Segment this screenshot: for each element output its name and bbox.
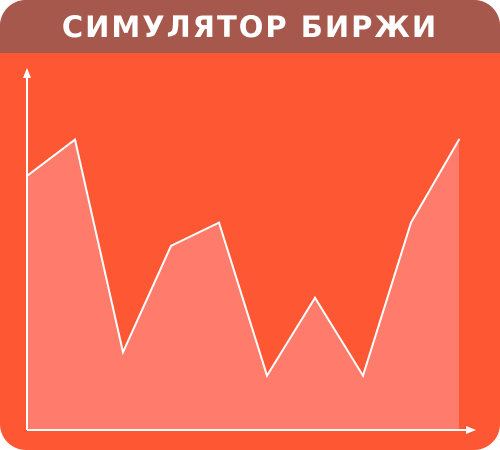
price-line bbox=[26, 137, 460, 378]
price-point-2 bbox=[122, 351, 124, 354]
price-point-3 bbox=[170, 244, 172, 247]
price-points bbox=[26, 138, 460, 377]
price-point-6 bbox=[314, 296, 316, 299]
price-point-1 bbox=[74, 138, 76, 141]
price-point-4 bbox=[218, 221, 220, 224]
price-point-9 bbox=[458, 138, 460, 141]
title-bar: СИМУЛЯТОР БИРЖИ bbox=[0, 0, 500, 53]
price-point-5 bbox=[266, 374, 268, 377]
y-axis-arrow-icon bbox=[23, 68, 31, 78]
price-area bbox=[27, 139, 459, 430]
price-point-8 bbox=[410, 221, 412, 224]
x-axis-arrow-icon bbox=[466, 426, 476, 434]
app-title: СИМУЛЯТОР БИРЖИ bbox=[61, 10, 439, 44]
price-point-7 bbox=[362, 374, 364, 377]
